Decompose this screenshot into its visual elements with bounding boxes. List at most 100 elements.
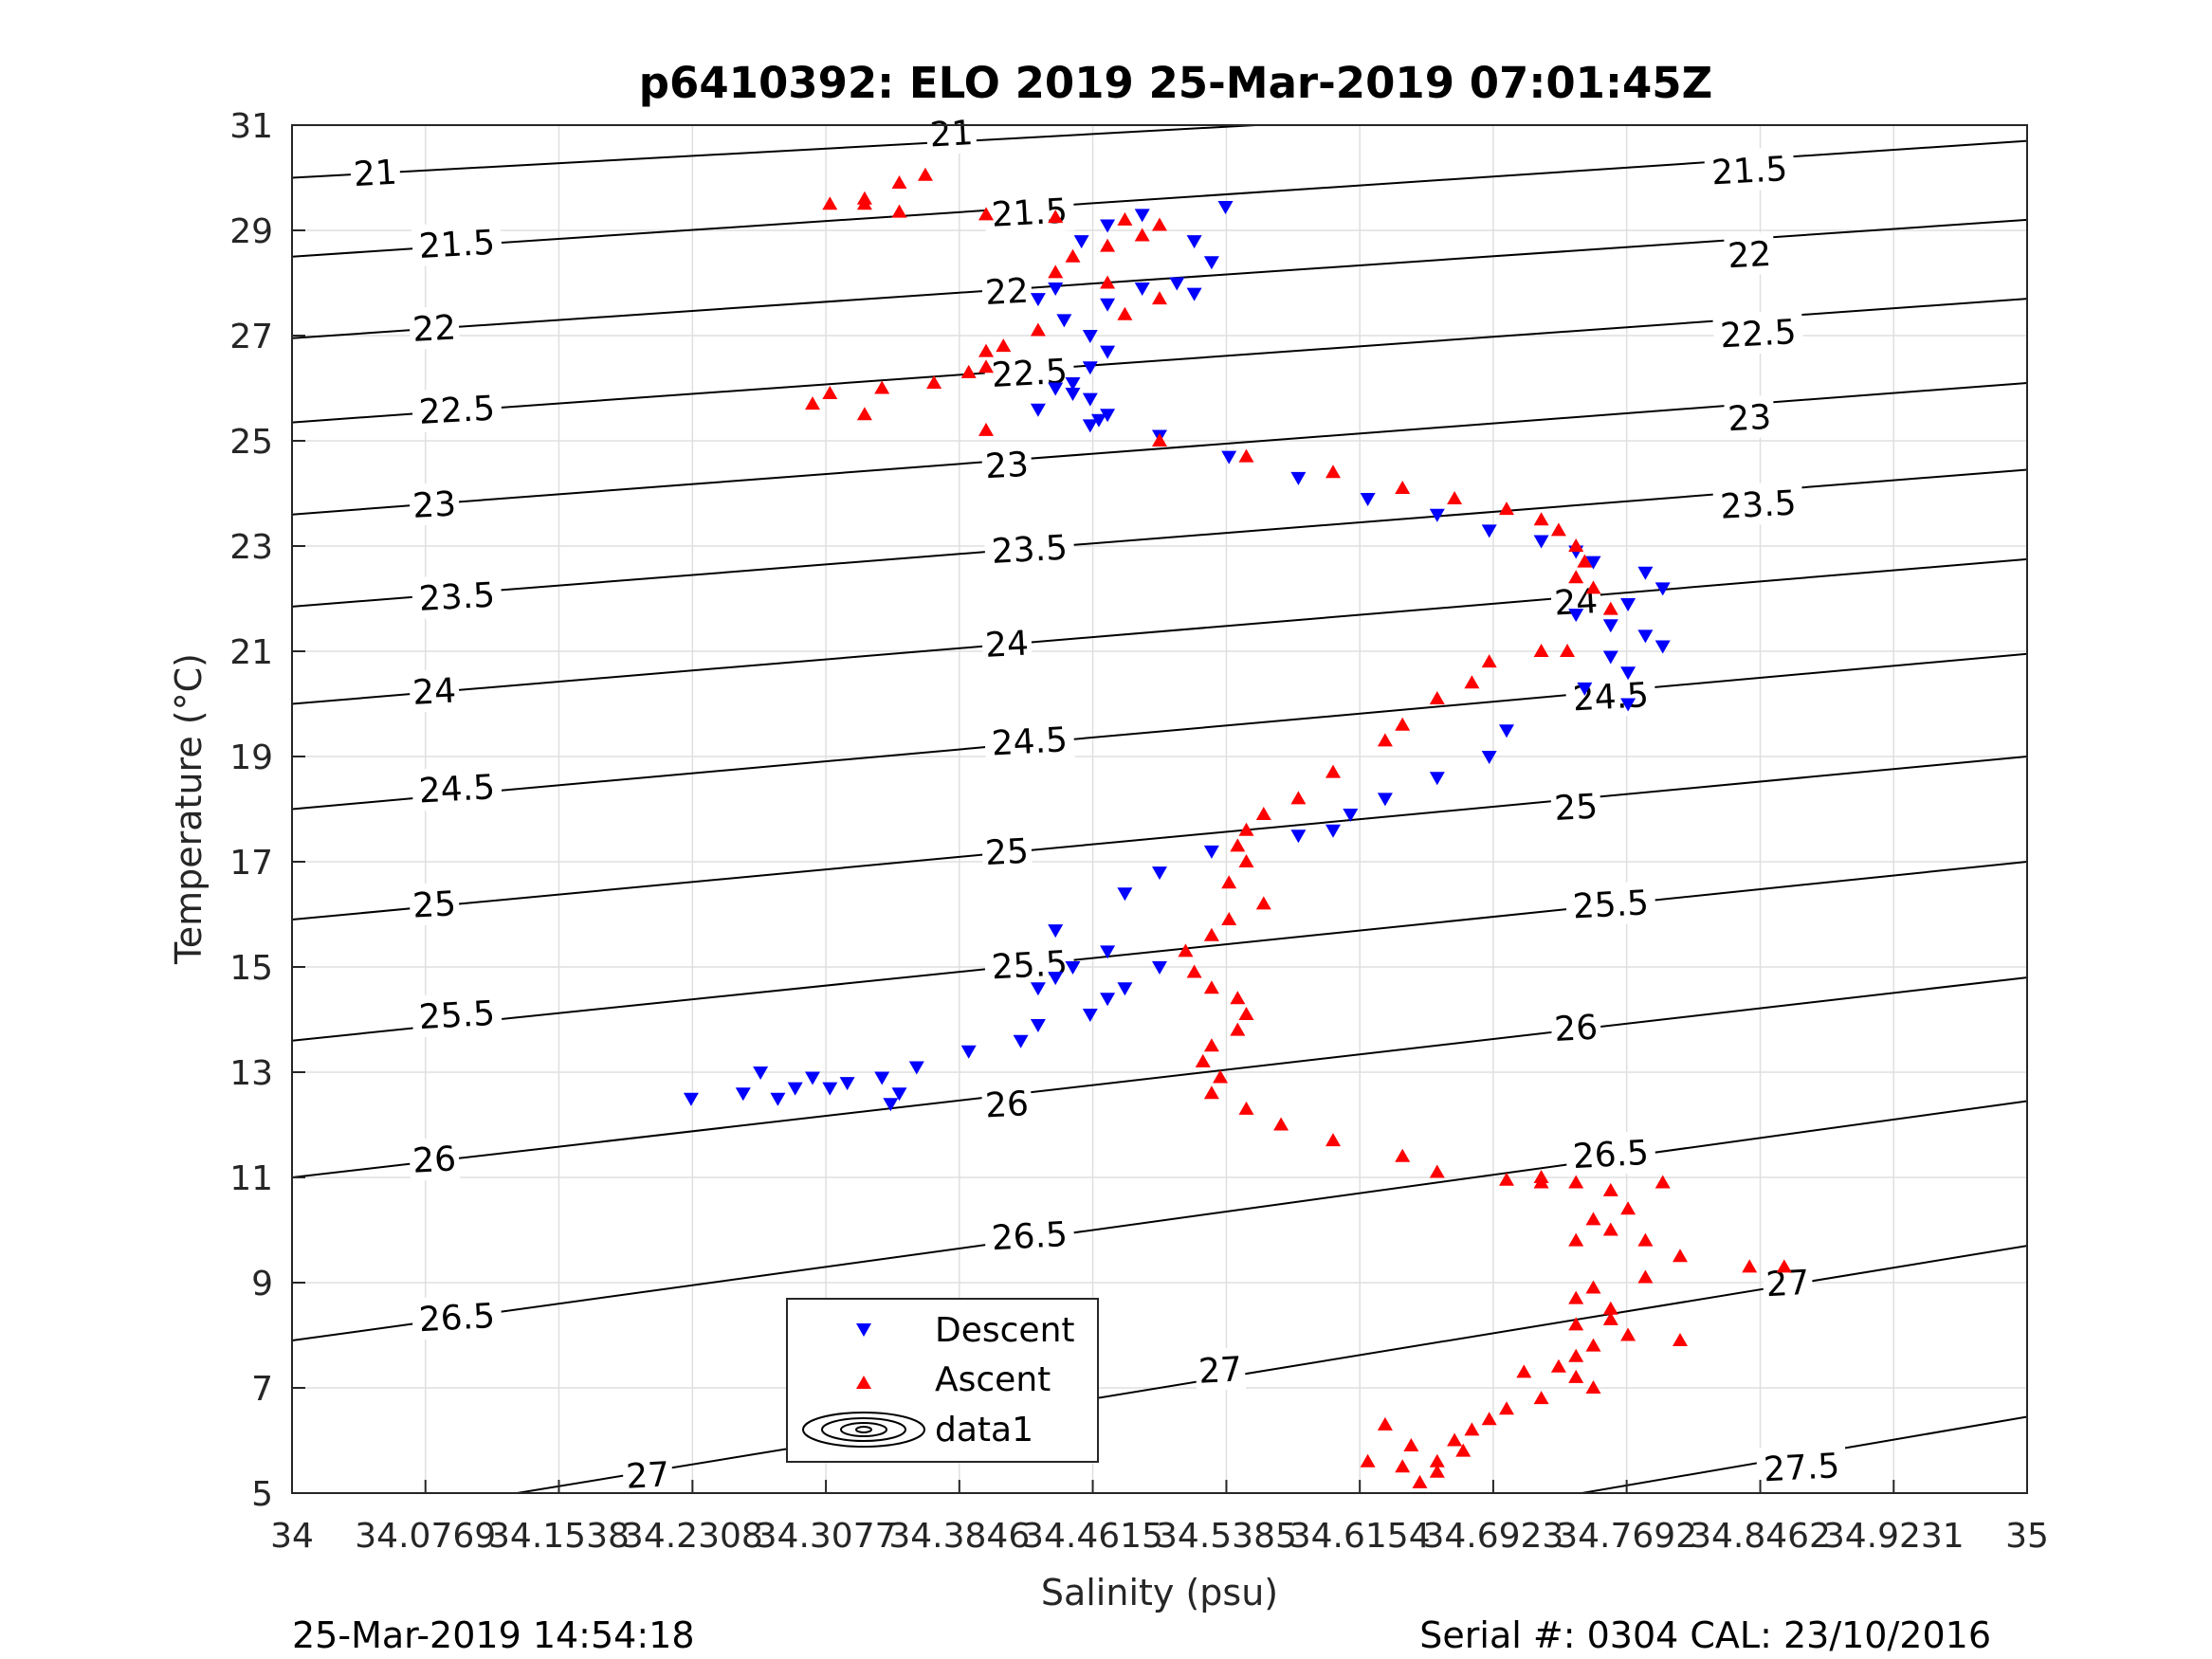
contour-label: 23.5 (1719, 483, 1797, 526)
contour-label: 24.5 (418, 768, 496, 811)
ascent-point (891, 175, 907, 190)
descent-point (1073, 235, 1089, 249)
ascent-point (1585, 1380, 1601, 1394)
ascent-point (1273, 1117, 1289, 1131)
ascent-point (1238, 822, 1254, 836)
descent-point (1169, 277, 1185, 291)
ascent-point (1178, 943, 1194, 957)
descent-point (787, 1082, 803, 1096)
ascent-point (1637, 1232, 1654, 1247)
ascent-point (822, 386, 838, 400)
x-tick-label: 34.0769 (355, 1517, 496, 1556)
contour-label: 24.5 (1572, 676, 1650, 719)
contour-label-bg (1724, 231, 1776, 277)
ascent-point (1238, 854, 1254, 867)
descent-point (1481, 751, 1497, 764)
contour-label-bg (1564, 1130, 1656, 1177)
x-tick-label: 34.8462 (1690, 1517, 1831, 1556)
contour-label-bg (1704, 146, 1796, 193)
descent-point (735, 1087, 751, 1102)
ascent-point (1117, 211, 1133, 226)
descent-point (1030, 293, 1046, 307)
x-tick-label: 34.1538 (488, 1517, 630, 1556)
contour-label-bg (983, 189, 1075, 236)
contour-line (292, 557, 2027, 705)
contour-label: 23.5 (418, 576, 496, 619)
y-tick-label: 7 (251, 1370, 273, 1409)
descent-point (1100, 345, 1116, 359)
contour-label: 26.5 (991, 1215, 1069, 1258)
contour-label: 21 (353, 154, 398, 194)
x-tick-label: 34.5385 (1156, 1517, 1297, 1556)
contour-label-bg (1712, 309, 1804, 356)
ascent-point (1673, 1249, 1688, 1263)
ascent-point (1429, 1164, 1445, 1178)
ascent-point (960, 364, 977, 378)
descent-point (1290, 471, 1307, 485)
ascent-point (1550, 1358, 1566, 1373)
descent-point (1585, 556, 1601, 570)
contour-label-bg (408, 305, 461, 351)
ascent-point (1568, 1175, 1584, 1189)
contour-label-bg (980, 442, 1033, 487)
contour-label: 24.5 (991, 720, 1069, 763)
descent-point (1117, 982, 1133, 996)
descent-point (1481, 524, 1497, 538)
descent-point (1030, 1019, 1046, 1033)
contour-label-bg (1712, 481, 1804, 528)
ascent-point (1238, 1101, 1254, 1115)
ascent-point (1238, 448, 1254, 463)
ascent-point (1152, 291, 1167, 305)
x-tick-label: 34.3846 (888, 1517, 1030, 1556)
ascent-point (805, 396, 820, 410)
ascent-point (1620, 1201, 1636, 1215)
x-tick-label: 34.4615 (1022, 1517, 1163, 1556)
ascent-point (1577, 554, 1593, 568)
contour-line (511, 1245, 2027, 1493)
descent-point (908, 1061, 924, 1075)
ascent-point (1221, 912, 1237, 926)
y-axis-label: Temperature (°C) (168, 653, 210, 965)
ascent-point (1203, 1085, 1219, 1100)
contour-label: 22 (1727, 235, 1772, 276)
descent-point (1325, 824, 1341, 838)
contour-label-bg (408, 668, 461, 714)
descent-point (1568, 609, 1584, 623)
contour-label: 26 (411, 1139, 457, 1180)
ascent-point (1100, 238, 1116, 252)
contour-label-bg (983, 1212, 1075, 1259)
contour-label: 25 (1553, 788, 1599, 829)
ascent-point (874, 380, 890, 394)
descent-point (1152, 866, 1167, 881)
contour-label: 22 (411, 308, 457, 349)
ascent-point (1533, 512, 1549, 526)
contour-label-bg (1550, 1005, 1602, 1050)
ascent-point (1203, 1038, 1219, 1052)
descent-point (822, 1082, 838, 1096)
descent-point (1100, 945, 1116, 959)
ascent-point (1412, 1474, 1428, 1488)
ascent-point (1464, 675, 1480, 689)
ascent-point (1499, 1172, 1514, 1186)
descent-point (839, 1077, 855, 1091)
contour-label-bg (983, 717, 1075, 764)
contour-label-bg (980, 1081, 1033, 1126)
contour-label-bg (1194, 1347, 1247, 1392)
descent-point (1065, 961, 1081, 975)
contour-label: 21.5 (418, 224, 496, 266)
ascent-point (1568, 1348, 1584, 1362)
descent-point (1013, 1034, 1029, 1048)
ascent-point (1585, 1212, 1601, 1226)
descent-point (1048, 972, 1064, 986)
descent-point (1602, 619, 1618, 633)
descent-point (1499, 724, 1514, 738)
ascent-point (1499, 501, 1514, 516)
contour-label: 24 (411, 671, 457, 712)
contour-label: 25.5 (418, 994, 496, 1037)
descent-point (1082, 361, 1098, 375)
ascent-point (1429, 1453, 1445, 1468)
ascent-point (1568, 1290, 1584, 1304)
ascent-point (1030, 322, 1046, 337)
ascent-point (1221, 875, 1237, 889)
